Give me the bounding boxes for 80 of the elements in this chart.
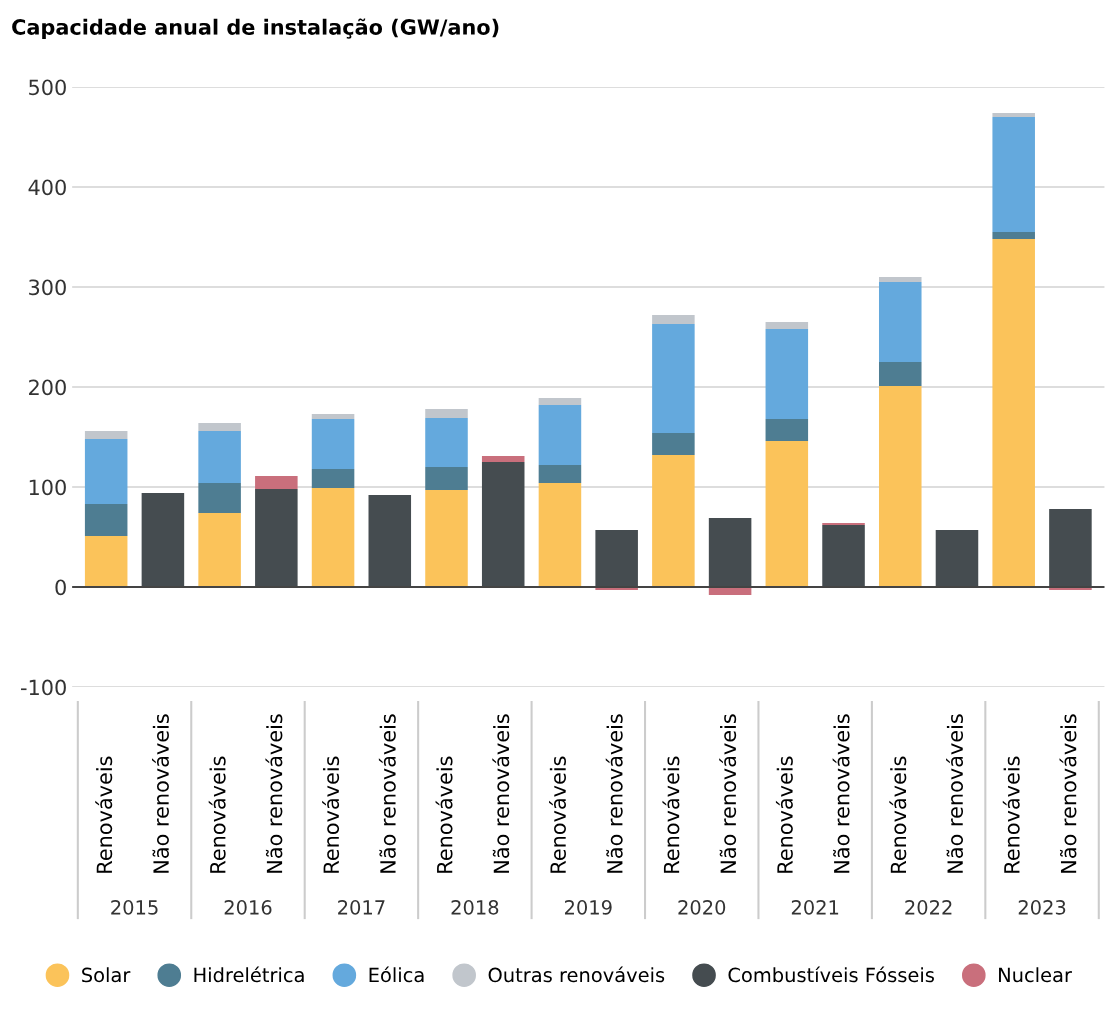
bar <box>198 483 241 514</box>
x-tick-label: Não renováveis <box>1059 714 1077 873</box>
y-tick-label: 200 <box>29 379 66 396</box>
legend-label: Combustíveis Fósseis <box>728 966 934 983</box>
text: 2016 <box>224 900 272 915</box>
bar <box>425 409 468 419</box>
x-tick-label: Renováveis <box>435 756 453 873</box>
bar <box>765 419 809 442</box>
bar <box>198 423 241 432</box>
bar <box>822 523 865 526</box>
x-tick-label: Renováveis <box>322 756 340 873</box>
x-tick-label: Renováveis <box>549 756 566 873</box>
bar <box>425 467 468 491</box>
bar <box>538 465 582 484</box>
legend-label: Eólica <box>369 966 424 983</box>
bar <box>198 513 241 588</box>
x-tick-label: Não renováveis <box>151 714 169 873</box>
x-tick-label: Renováveis <box>1002 756 1020 873</box>
bar <box>992 231 1035 239</box>
y-tick-label: 300 <box>29 279 66 296</box>
text: 2015 <box>111 900 158 915</box>
bar <box>538 405 582 466</box>
bar <box>992 238 1035 588</box>
text: 2023 <box>1018 900 1066 915</box>
text: 2018 <box>451 900 499 915</box>
y-tick-label: 500 <box>29 79 66 96</box>
x-tick-label: Não renováveis <box>265 714 283 873</box>
bar <box>765 441 809 588</box>
bar <box>878 362 922 386</box>
x-tick-label: Renováveis <box>208 756 226 873</box>
bar <box>311 488 355 588</box>
bar <box>311 414 355 420</box>
y-tick-label: 0 <box>55 579 66 596</box>
bar <box>765 328 809 420</box>
x-tick-label: Não renováveis <box>492 714 510 873</box>
bar <box>84 504 128 537</box>
text: 2022 <box>905 900 952 915</box>
bar <box>538 398 582 405</box>
text: 2017 <box>338 900 385 915</box>
bar <box>84 439 128 505</box>
x-tick-label: Não renováveis <box>605 714 623 873</box>
text: 2020 <box>678 900 726 915</box>
bar <box>538 483 582 588</box>
text: 2019 <box>564 900 612 915</box>
bar <box>311 419 355 470</box>
bar <box>652 314 695 324</box>
bar <box>311 469 355 489</box>
bar <box>652 455 695 588</box>
bar <box>481 456 525 463</box>
bar <box>878 276 922 282</box>
y-tick-label: 100 <box>29 479 66 496</box>
bar <box>425 418 468 468</box>
bar <box>878 281 922 362</box>
x-tick-label: Não renováveis <box>946 714 964 873</box>
x-tick-label: Renováveis <box>889 756 907 873</box>
x-tick-label: Renováveis <box>95 756 113 873</box>
x-tick-label: Não renováveis <box>719 714 737 873</box>
bar <box>992 112 1035 117</box>
bar <box>765 321 809 329</box>
chart-title: Capacidade anual de instalação (GW/ano) <box>12 18 499 39</box>
text: 2021 <box>791 900 839 915</box>
legend-label: Solar <box>82 967 131 983</box>
x-tick-label: Renováveis <box>662 756 680 873</box>
bar <box>84 431 128 440</box>
bar <box>425 490 468 588</box>
legend-label: Outras renováveis <box>488 966 665 983</box>
bar <box>992 116 1035 232</box>
bar <box>84 536 128 588</box>
y-tick-label: -100 <box>21 679 66 696</box>
bar <box>255 476 298 490</box>
x-tick-label: Não renováveis <box>378 714 396 873</box>
x-tick-label: Não renováveis <box>832 714 850 873</box>
y-tick-label: 400 <box>28 179 66 196</box>
legend-label: Hidrelétrica <box>194 966 304 983</box>
legend-label: Nuclear <box>999 967 1072 983</box>
bar <box>652 433 695 456</box>
bar <box>878 386 922 588</box>
bar <box>652 323 695 434</box>
bar <box>198 431 241 484</box>
x-tick-label: Renováveis <box>775 756 793 873</box>
